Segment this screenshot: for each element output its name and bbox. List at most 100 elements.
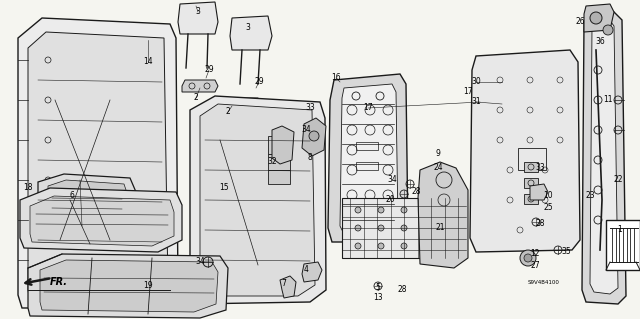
Polygon shape	[28, 32, 168, 302]
Circle shape	[524, 254, 532, 262]
Text: 17: 17	[463, 87, 473, 97]
Polygon shape	[272, 126, 294, 164]
Text: 23: 23	[585, 191, 595, 201]
Circle shape	[401, 225, 407, 231]
Text: 12: 12	[531, 249, 540, 258]
Text: 24: 24	[433, 164, 443, 173]
Circle shape	[447, 243, 453, 249]
Circle shape	[590, 12, 602, 24]
Circle shape	[355, 243, 361, 249]
Text: 33: 33	[535, 164, 545, 173]
Circle shape	[424, 243, 430, 249]
Polygon shape	[190, 96, 326, 304]
Bar	[268, 154, 290, 170]
Polygon shape	[182, 80, 218, 92]
Polygon shape	[302, 118, 326, 156]
Polygon shape	[40, 260, 218, 312]
Bar	[524, 162, 538, 172]
Bar	[268, 136, 290, 154]
Polygon shape	[38, 174, 136, 232]
Text: 2: 2	[194, 93, 198, 102]
Polygon shape	[530, 184, 548, 200]
Circle shape	[309, 131, 319, 141]
Text: 7: 7	[282, 279, 287, 288]
Circle shape	[447, 207, 453, 213]
Text: 14: 14	[143, 57, 153, 66]
Text: 28: 28	[412, 188, 420, 197]
Circle shape	[520, 250, 536, 266]
Polygon shape	[230, 16, 272, 50]
Bar	[518, 148, 546, 170]
Text: 3: 3	[246, 24, 250, 33]
Text: 26: 26	[575, 18, 585, 26]
Text: 20: 20	[385, 196, 395, 204]
Text: 30: 30	[471, 78, 481, 86]
Polygon shape	[584, 4, 614, 32]
Bar	[356, 142, 378, 150]
Text: 3: 3	[196, 8, 200, 17]
Text: 32: 32	[267, 158, 277, 167]
Circle shape	[355, 207, 361, 213]
Text: 36: 36	[595, 38, 605, 47]
Circle shape	[447, 225, 453, 231]
Bar	[342, 198, 466, 258]
Circle shape	[378, 225, 384, 231]
Text: 9: 9	[436, 150, 440, 159]
Text: S9V4B4100: S9V4B4100	[528, 279, 560, 285]
Text: 4: 4	[303, 265, 308, 275]
Polygon shape	[178, 2, 218, 34]
Text: 22: 22	[613, 175, 623, 184]
Polygon shape	[582, 12, 626, 304]
Polygon shape	[418, 162, 468, 268]
Polygon shape	[225, 98, 262, 110]
Text: 34: 34	[195, 257, 205, 266]
Polygon shape	[470, 50, 580, 252]
Polygon shape	[30, 196, 174, 246]
Text: 28: 28	[535, 219, 545, 228]
Bar	[524, 178, 538, 188]
Text: 1: 1	[618, 226, 622, 234]
Bar	[268, 170, 290, 184]
Text: 25: 25	[543, 204, 553, 212]
Circle shape	[424, 207, 430, 213]
Circle shape	[401, 243, 407, 249]
Circle shape	[401, 207, 407, 213]
Text: 33: 33	[305, 103, 315, 113]
Polygon shape	[48, 180, 128, 226]
Text: 5: 5	[376, 284, 380, 293]
Bar	[356, 162, 378, 170]
Circle shape	[378, 243, 384, 249]
Text: 6: 6	[70, 191, 74, 201]
Bar	[606, 220, 640, 270]
Text: 35: 35	[561, 248, 571, 256]
Polygon shape	[28, 254, 228, 318]
Text: 34: 34	[387, 175, 397, 184]
Polygon shape	[590, 18, 618, 294]
Polygon shape	[328, 74, 408, 242]
Text: 28: 28	[397, 286, 407, 294]
Text: 34: 34	[301, 125, 311, 135]
Bar	[524, 194, 538, 204]
Text: 13: 13	[373, 293, 383, 302]
Text: 31: 31	[471, 98, 481, 107]
Text: 29: 29	[204, 65, 214, 75]
Circle shape	[603, 25, 613, 35]
Polygon shape	[20, 188, 182, 252]
Text: 29: 29	[254, 78, 264, 86]
Text: 21: 21	[435, 224, 445, 233]
Text: 8: 8	[308, 153, 312, 162]
Circle shape	[355, 225, 361, 231]
Polygon shape	[340, 84, 398, 234]
Text: 2: 2	[226, 108, 230, 116]
Text: 17: 17	[363, 103, 373, 113]
Text: 16: 16	[331, 73, 341, 83]
Text: 27: 27	[530, 261, 540, 270]
Text: 15: 15	[219, 183, 229, 192]
Polygon shape	[18, 18, 178, 308]
Text: 19: 19	[143, 281, 153, 291]
Text: FR.: FR.	[50, 277, 68, 287]
Text: 10: 10	[543, 191, 553, 201]
Polygon shape	[280, 276, 296, 298]
Polygon shape	[200, 104, 315, 296]
Polygon shape	[302, 262, 322, 282]
